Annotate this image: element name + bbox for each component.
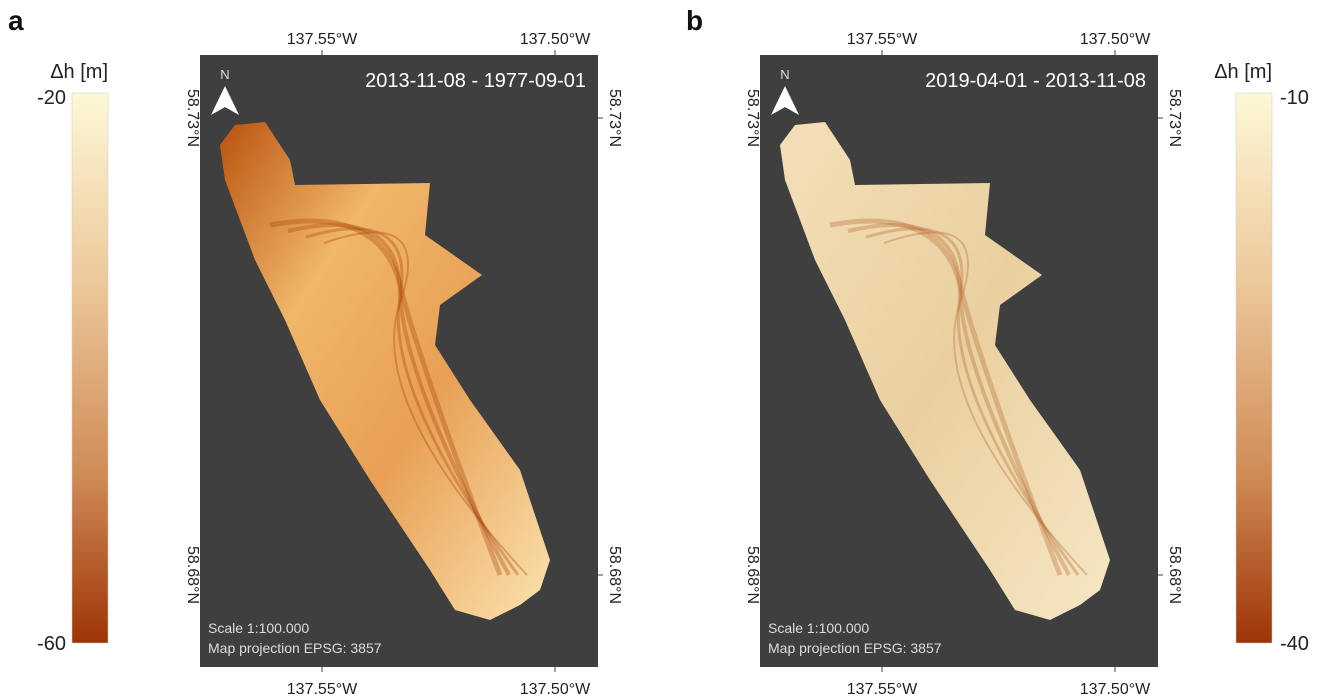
date-range: 2013-11-08 - 1977-09-01 [365,70,586,92]
colorbar-max: -10 [1280,87,1309,109]
lat-tick-label: 58.68°N [606,546,623,604]
date-range: 2019-04-01 - 2013-11-08 [925,70,1146,92]
lat-tick-label: 58.73°N [184,89,201,147]
lat-tick-label: 58.68°N [744,546,761,604]
flow-stripe [287,223,511,576]
scale: Scale 1:100.000 [768,620,869,636]
flow-stripe [883,231,1088,576]
scale: Scale 1:100.000 [208,620,309,636]
lat-tick-label: 58.68°N [1166,546,1183,604]
lon-tick-label: 137.50°W [1080,31,1151,48]
lon-tick-label: 137.50°W [1080,681,1151,698]
north-arrow [771,86,799,115]
projection: Map projection EPSG: 3857 [208,640,382,656]
lat-tick-label: 58.73°N [606,89,623,147]
flow-stripe [269,218,503,576]
colorbar [71,92,109,644]
lon-tick-label: 137.50°W [520,31,591,48]
lat-tick-label: 58.68°N [184,546,201,604]
lon-tick-label: 137.50°W [520,681,591,698]
colorbar-max: -20 [37,87,66,109]
panel-label: a [8,5,24,36]
colorbar-title: Δh [m] [50,61,108,83]
colorbar-min: -60 [37,633,66,655]
lon-tick-label: 137.55°W [287,681,358,698]
north-label: N [220,67,229,82]
colorbar-min: -40 [1280,633,1309,655]
glacier [220,122,550,620]
flow-stripe [323,231,528,576]
north-arrow [211,86,239,115]
colorbar [1235,92,1273,644]
lat-tick-label: 58.73°N [1166,89,1183,147]
north-label: N [780,67,789,82]
colorbar-title: Δh [m] [1214,61,1272,83]
glacier [780,122,1110,620]
projection: Map projection EPSG: 3857 [768,640,942,656]
lat-tick-label: 58.73°N [744,89,761,147]
lon-tick-label: 137.55°W [287,31,358,48]
flow-stripe [305,227,520,576]
flow-stripe [847,223,1071,576]
flow-stripe [865,227,1080,576]
lon-tick-label: 137.55°W [847,31,918,48]
lon-tick-label: 137.55°W [847,681,918,698]
flow-stripe [829,218,1063,576]
panel-label: b [686,5,703,36]
